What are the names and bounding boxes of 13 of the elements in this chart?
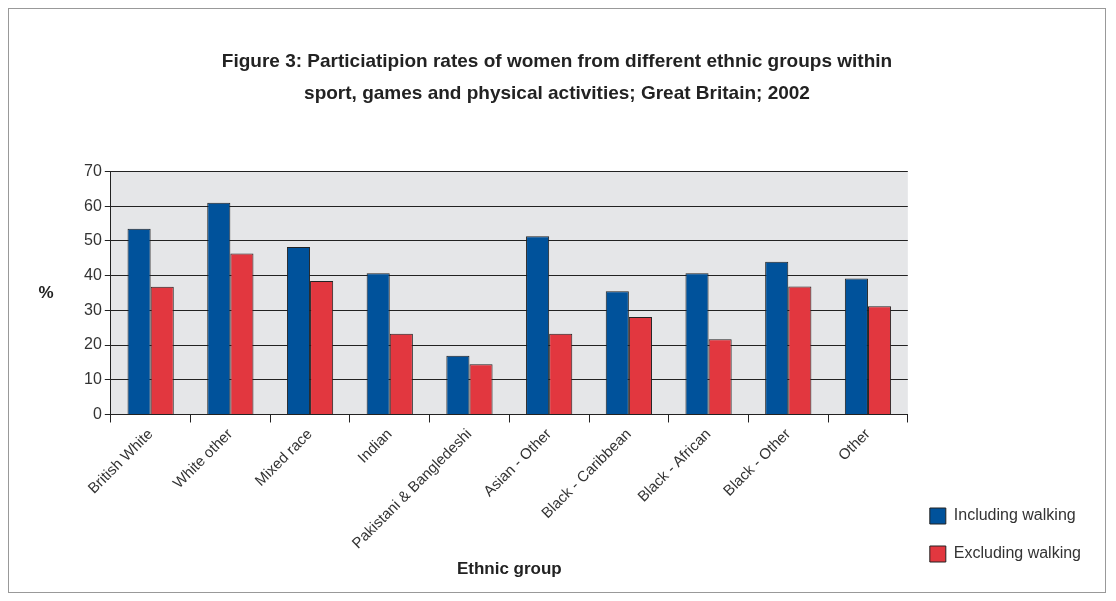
legend-label: Excluding walking: [953, 544, 1082, 562]
y-tick-label: 50: [84, 231, 102, 249]
chart-title: Figure 3: Particiatipion rates of women from different ethnic groups within sport, games and physical activities; Great Britain; 2002: [220, 49, 894, 105]
y-tick-label: 40: [84, 266, 102, 284]
y-tick-label: 30: [84, 300, 102, 318]
y-tick-label: 70: [84, 162, 102, 180]
y-axis-title: %: [38, 282, 54, 302]
x-axis-title: Ethnic group: [456, 559, 562, 579]
legend-label: Including walking: [953, 506, 1076, 524]
y-tick-label: 60: [84, 196, 102, 214]
y-tick-label: 20: [84, 335, 102, 353]
y-tick-label: 0: [92, 404, 102, 422]
y-tick-label: 10: [84, 370, 102, 388]
